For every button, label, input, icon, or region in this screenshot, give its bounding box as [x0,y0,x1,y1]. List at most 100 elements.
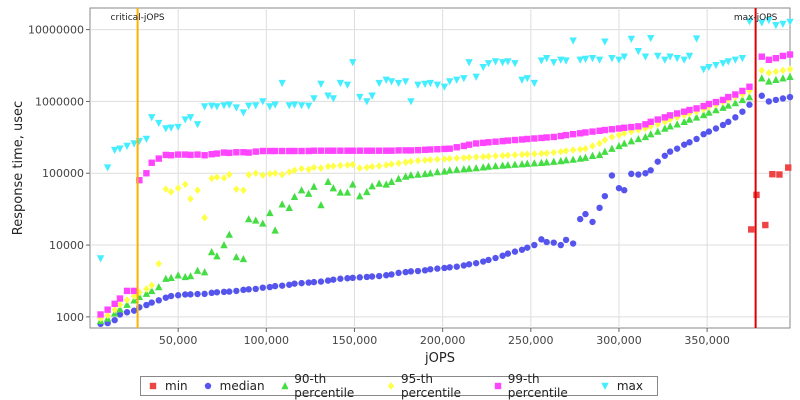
data-point [201,213,208,222]
data-point [266,283,274,291]
data-point [666,122,674,130]
data-point [116,311,124,318]
data-point [414,156,422,165]
data-point [305,147,312,155]
data-point [259,219,267,227]
data-point [785,164,792,171]
data-point [479,163,487,171]
data-point [213,103,221,111]
data-point [635,123,642,130]
data-point [576,154,584,162]
data-point [240,149,247,156]
data-point [232,104,241,112]
marker-label: max-jOPS [734,13,778,23]
data-point [201,152,208,159]
data-point [440,167,449,175]
data-point [394,79,403,88]
data-point [414,146,422,154]
data-point [394,174,403,182]
marker-label: critical-jOPS [111,13,165,23]
data-point [693,107,700,116]
data-point [576,145,584,154]
data-point [304,189,313,197]
data-point [772,75,780,84]
data-point [647,130,655,138]
data-point [680,117,688,126]
data-point [446,145,453,152]
data-point [453,76,461,84]
data-point [786,18,794,26]
data-point [779,66,787,75]
legend-symbol [388,382,395,390]
data-point [582,129,589,136]
data-point [252,216,260,224]
x-axis-title: jOPS [424,351,455,366]
data-point [562,156,570,164]
data-point [174,271,182,279]
data-point [635,126,642,134]
data-point [310,182,318,190]
data-point [647,167,654,174]
legend-label: 90-th percentile [294,372,355,400]
data-point [588,54,597,63]
data-point [460,142,468,150]
data-point [271,226,279,234]
data-point [479,63,487,72]
data-point [266,208,274,217]
data-point [162,274,170,282]
data-point [491,58,500,66]
data-point [162,151,170,159]
data-point [291,166,298,175]
legend-swatch [494,382,502,390]
data-point [368,182,376,190]
legend-item: max [599,379,643,393]
legend-symbol [601,382,609,390]
data-point [746,101,753,108]
data-point [193,121,202,129]
data-point [233,149,240,156]
data-point [484,162,493,170]
data-point [479,152,487,161]
data-point [252,169,259,178]
x-tick-label: 100,000 [244,334,290,347]
data-point [232,253,241,261]
data-point [278,170,286,179]
y-axis: 1000 10000 100000 1000000 10000000 [28,24,90,324]
data-point [581,153,590,161]
data-point [518,246,526,253]
data-point [700,130,707,138]
data-point [290,192,299,200]
data-point [298,279,305,287]
data-point [233,287,240,295]
data-point [324,92,332,100]
data-point [383,161,390,169]
data-point [305,279,312,286]
data-point [562,131,570,139]
data-point [433,168,442,176]
y-tick-label: 10000000 [28,24,84,37]
legend-label: 95-th percentile [401,372,462,400]
data-point [627,137,636,145]
data-point [336,79,345,88]
data-point [453,154,460,163]
data-point [186,272,195,280]
data-point [240,286,247,294]
data-point [465,59,473,67]
data-point [187,151,194,159]
data-point [779,52,787,60]
data-point [148,281,155,290]
data-point [666,53,674,61]
data-point [641,53,650,61]
data-point [518,76,526,84]
data-point [310,95,318,103]
data-point [673,54,681,63]
data-point [344,147,351,154]
data-point [383,272,390,279]
data-point [330,147,337,154]
data-point [440,83,449,91]
legend-label: 99-th percentile [507,372,568,400]
data-point [143,170,150,177]
data-point [608,126,616,133]
data-point [725,118,732,126]
data-point [530,79,539,88]
